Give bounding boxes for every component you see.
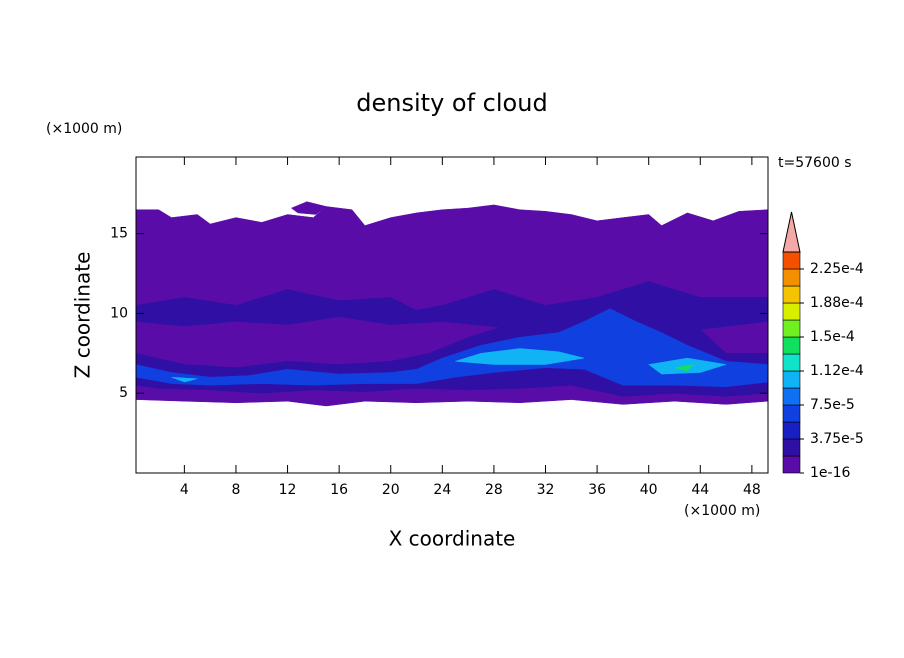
x-tick-label: 8: [231, 482, 240, 498]
colorbar-bin: [782, 319, 801, 338]
x-tick-label: 44: [691, 482, 709, 498]
x-tick-label: 4: [180, 482, 189, 498]
x-tick-label: 48: [743, 482, 761, 498]
colorbar-tick-label: 1.12e-4: [810, 363, 864, 379]
colorbar-bin: [782, 302, 801, 321]
contour-field: [136, 201, 768, 407]
colorbar-bin: [782, 370, 801, 389]
y-axis-label: Z coordinate: [71, 252, 95, 379]
colorbar-bin: [782, 455, 801, 474]
contour-region: [674, 364, 695, 372]
x-axis-label: X coordinate: [389, 527, 516, 551]
time-label: t=57600 s: [778, 155, 852, 171]
x-unit: (×1000 m): [684, 503, 760, 519]
colorbar-tick-label: 1.5e-4: [810, 329, 855, 345]
contour-region: [290, 201, 327, 215]
colorbar-bin: [782, 387, 801, 406]
x-tick-label: 28: [485, 482, 503, 498]
colorbar-bin: [782, 353, 801, 372]
y-tick-label: 10: [110, 305, 128, 321]
colorbar-tick-label: 2.25e-4: [810, 261, 864, 277]
x-tick-label: 16: [330, 482, 348, 498]
x-tick-label: 12: [279, 482, 297, 498]
contour-region: [136, 308, 768, 388]
colorbar-tick-label: 3.75e-5: [810, 431, 864, 447]
colorbar-tick-label: 7.5e-5: [810, 397, 855, 413]
colorbar-tick-label: 1.88e-4: [810, 295, 864, 311]
y-unit: (×1000 m): [46, 121, 122, 137]
x-tick-label: 40: [640, 482, 658, 498]
x-tick-label: 32: [537, 482, 555, 498]
y-tick-label: 15: [110, 226, 128, 242]
x-tick-label: 36: [588, 482, 606, 498]
colorbar-extend: [782, 211, 801, 253]
colorbar-bin: [782, 251, 801, 270]
colorbar-bin: [782, 438, 801, 457]
plot-frame: [135, 156, 769, 474]
y-tick-label: 5: [119, 385, 128, 401]
colorbar-tick-label: 1e-16: [810, 465, 850, 481]
colorbar-bin: [782, 421, 801, 440]
colorbar-bin: [782, 285, 801, 304]
x-tick-label: 24: [433, 482, 451, 498]
chart-title: density of cloud: [356, 89, 547, 117]
colorbar-bin: [782, 268, 801, 287]
contour-region: [455, 348, 585, 365]
x-tick-label: 20: [382, 482, 400, 498]
colorbar-bin: [782, 404, 801, 423]
contour-region: [171, 376, 198, 383]
colorbar-bin: [782, 336, 801, 355]
